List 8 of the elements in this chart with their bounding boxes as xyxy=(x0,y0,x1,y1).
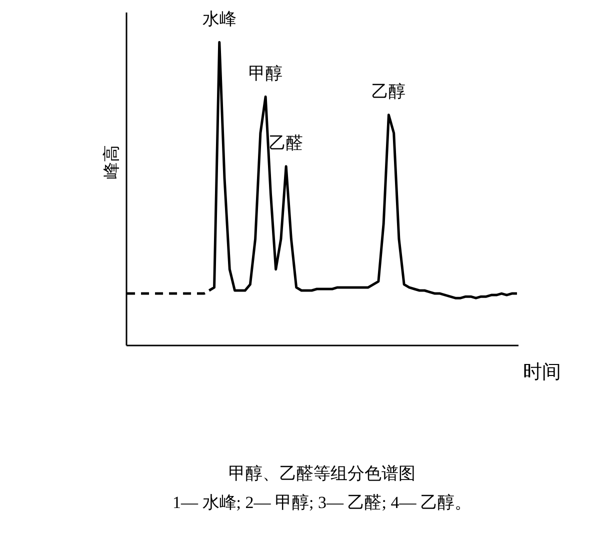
annotation: 水峰 xyxy=(202,9,236,30)
annotation: 乙醇 xyxy=(372,82,406,102)
text: 1— 水峰; 2— 甲醇; 3— 乙醛; 4— 乙醇。 xyxy=(172,493,472,512)
y-axis-title: 峰高 xyxy=(102,145,122,179)
text: 甲醇、乙醛等组分色谱图 xyxy=(228,464,416,484)
x-axis-title: 时间 xyxy=(523,361,561,383)
annotation: 乙醛 xyxy=(269,133,304,154)
annotation: 甲醇 xyxy=(248,64,283,84)
